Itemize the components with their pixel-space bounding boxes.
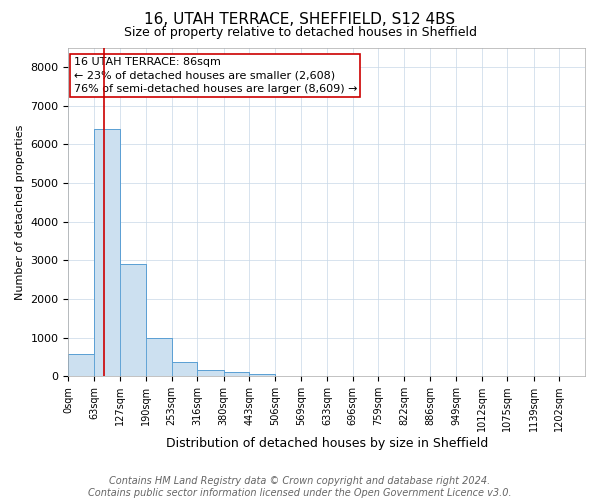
Text: Size of property relative to detached houses in Sheffield: Size of property relative to detached ho… bbox=[124, 26, 476, 39]
Bar bbox=[146, 338, 172, 376]
Bar bbox=[68, 354, 94, 376]
Text: 16 UTAH TERRACE: 86sqm
← 23% of detached houses are smaller (2,608)
76% of semi-: 16 UTAH TERRACE: 86sqm ← 23% of detached… bbox=[74, 58, 357, 94]
X-axis label: Distribution of detached houses by size in Sheffield: Distribution of detached houses by size … bbox=[166, 437, 488, 450]
Bar bbox=[250, 374, 275, 376]
Bar bbox=[224, 372, 250, 376]
Text: Contains HM Land Registry data © Crown copyright and database right 2024.
Contai: Contains HM Land Registry data © Crown c… bbox=[88, 476, 512, 498]
Bar bbox=[120, 264, 146, 376]
Text: 16, UTAH TERRACE, SHEFFIELD, S12 4BS: 16, UTAH TERRACE, SHEFFIELD, S12 4BS bbox=[145, 12, 455, 28]
Y-axis label: Number of detached properties: Number of detached properties bbox=[15, 124, 25, 300]
Bar bbox=[172, 362, 197, 376]
Bar bbox=[197, 370, 224, 376]
Bar bbox=[94, 128, 120, 376]
